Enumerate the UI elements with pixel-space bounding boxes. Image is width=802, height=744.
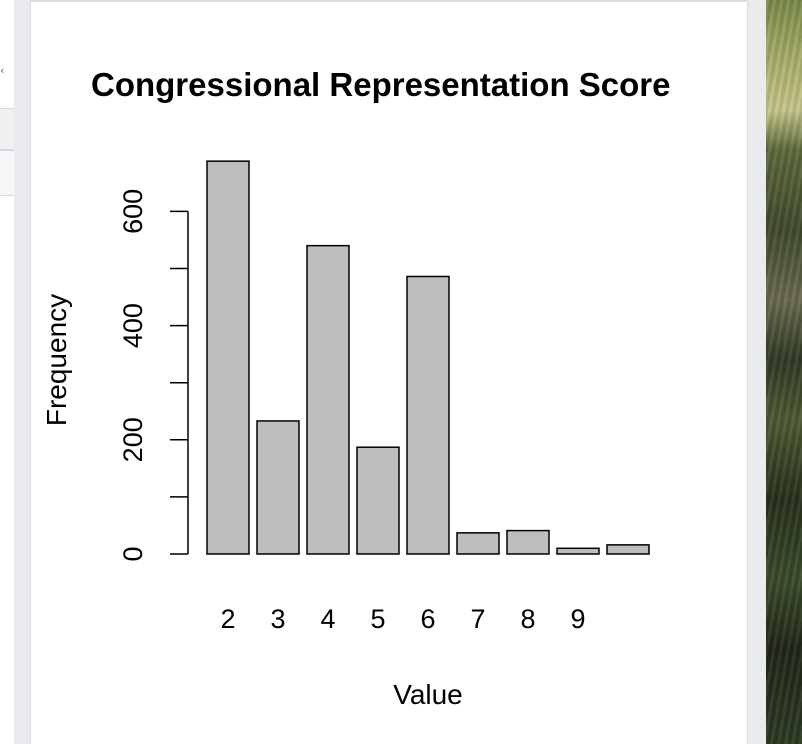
bar: [356, 446, 400, 555]
x-tick-label: 4: [320, 604, 335, 634]
bar: [556, 547, 600, 555]
y-axis-label: Frequency: [41, 294, 72, 426]
x-tick-label: 6: [420, 604, 435, 634]
bar: [506, 529, 550, 555]
background-photo: [766, 0, 802, 744]
bar: [406, 275, 450, 555]
bar-chart: Congressional Representation Score Value…: [41, 66, 670, 710]
bar: [456, 532, 500, 555]
background-photo-texture: [766, 0, 802, 744]
y-tick-label: 0: [118, 546, 148, 561]
sidebar-tab[interactable]: [0, 108, 14, 150]
plot-panel: [30, 0, 748, 744]
x-axis-label: Value: [393, 679, 463, 710]
y-tick-label: 200: [118, 417, 148, 462]
x-tick-label: 8: [520, 604, 535, 634]
x-tick-label: 3: [270, 604, 285, 634]
x-tick-label: 7: [470, 604, 485, 634]
bar: [306, 244, 350, 555]
collapse-arrow-icon[interactable]: ‹: [0, 64, 5, 77]
y-tick-label: 400: [118, 303, 148, 348]
x-tick-labels: 2 3 4 5 6 7 8 9: [220, 604, 585, 634]
x-tick-label: 9: [570, 604, 585, 634]
y-tick-label: 600: [118, 189, 148, 234]
bar: [606, 544, 650, 555]
bar: [206, 160, 250, 555]
y-axis: 0 200 400 600: [118, 189, 189, 562]
bar: [256, 420, 300, 555]
chart-title: Congressional Representation Score: [91, 66, 670, 103]
x-tick-label: 2: [220, 604, 235, 634]
bars: [206, 160, 650, 555]
x-tick-label: 5: [370, 604, 385, 634]
sidebar-tab[interactable]: [0, 150, 14, 196]
